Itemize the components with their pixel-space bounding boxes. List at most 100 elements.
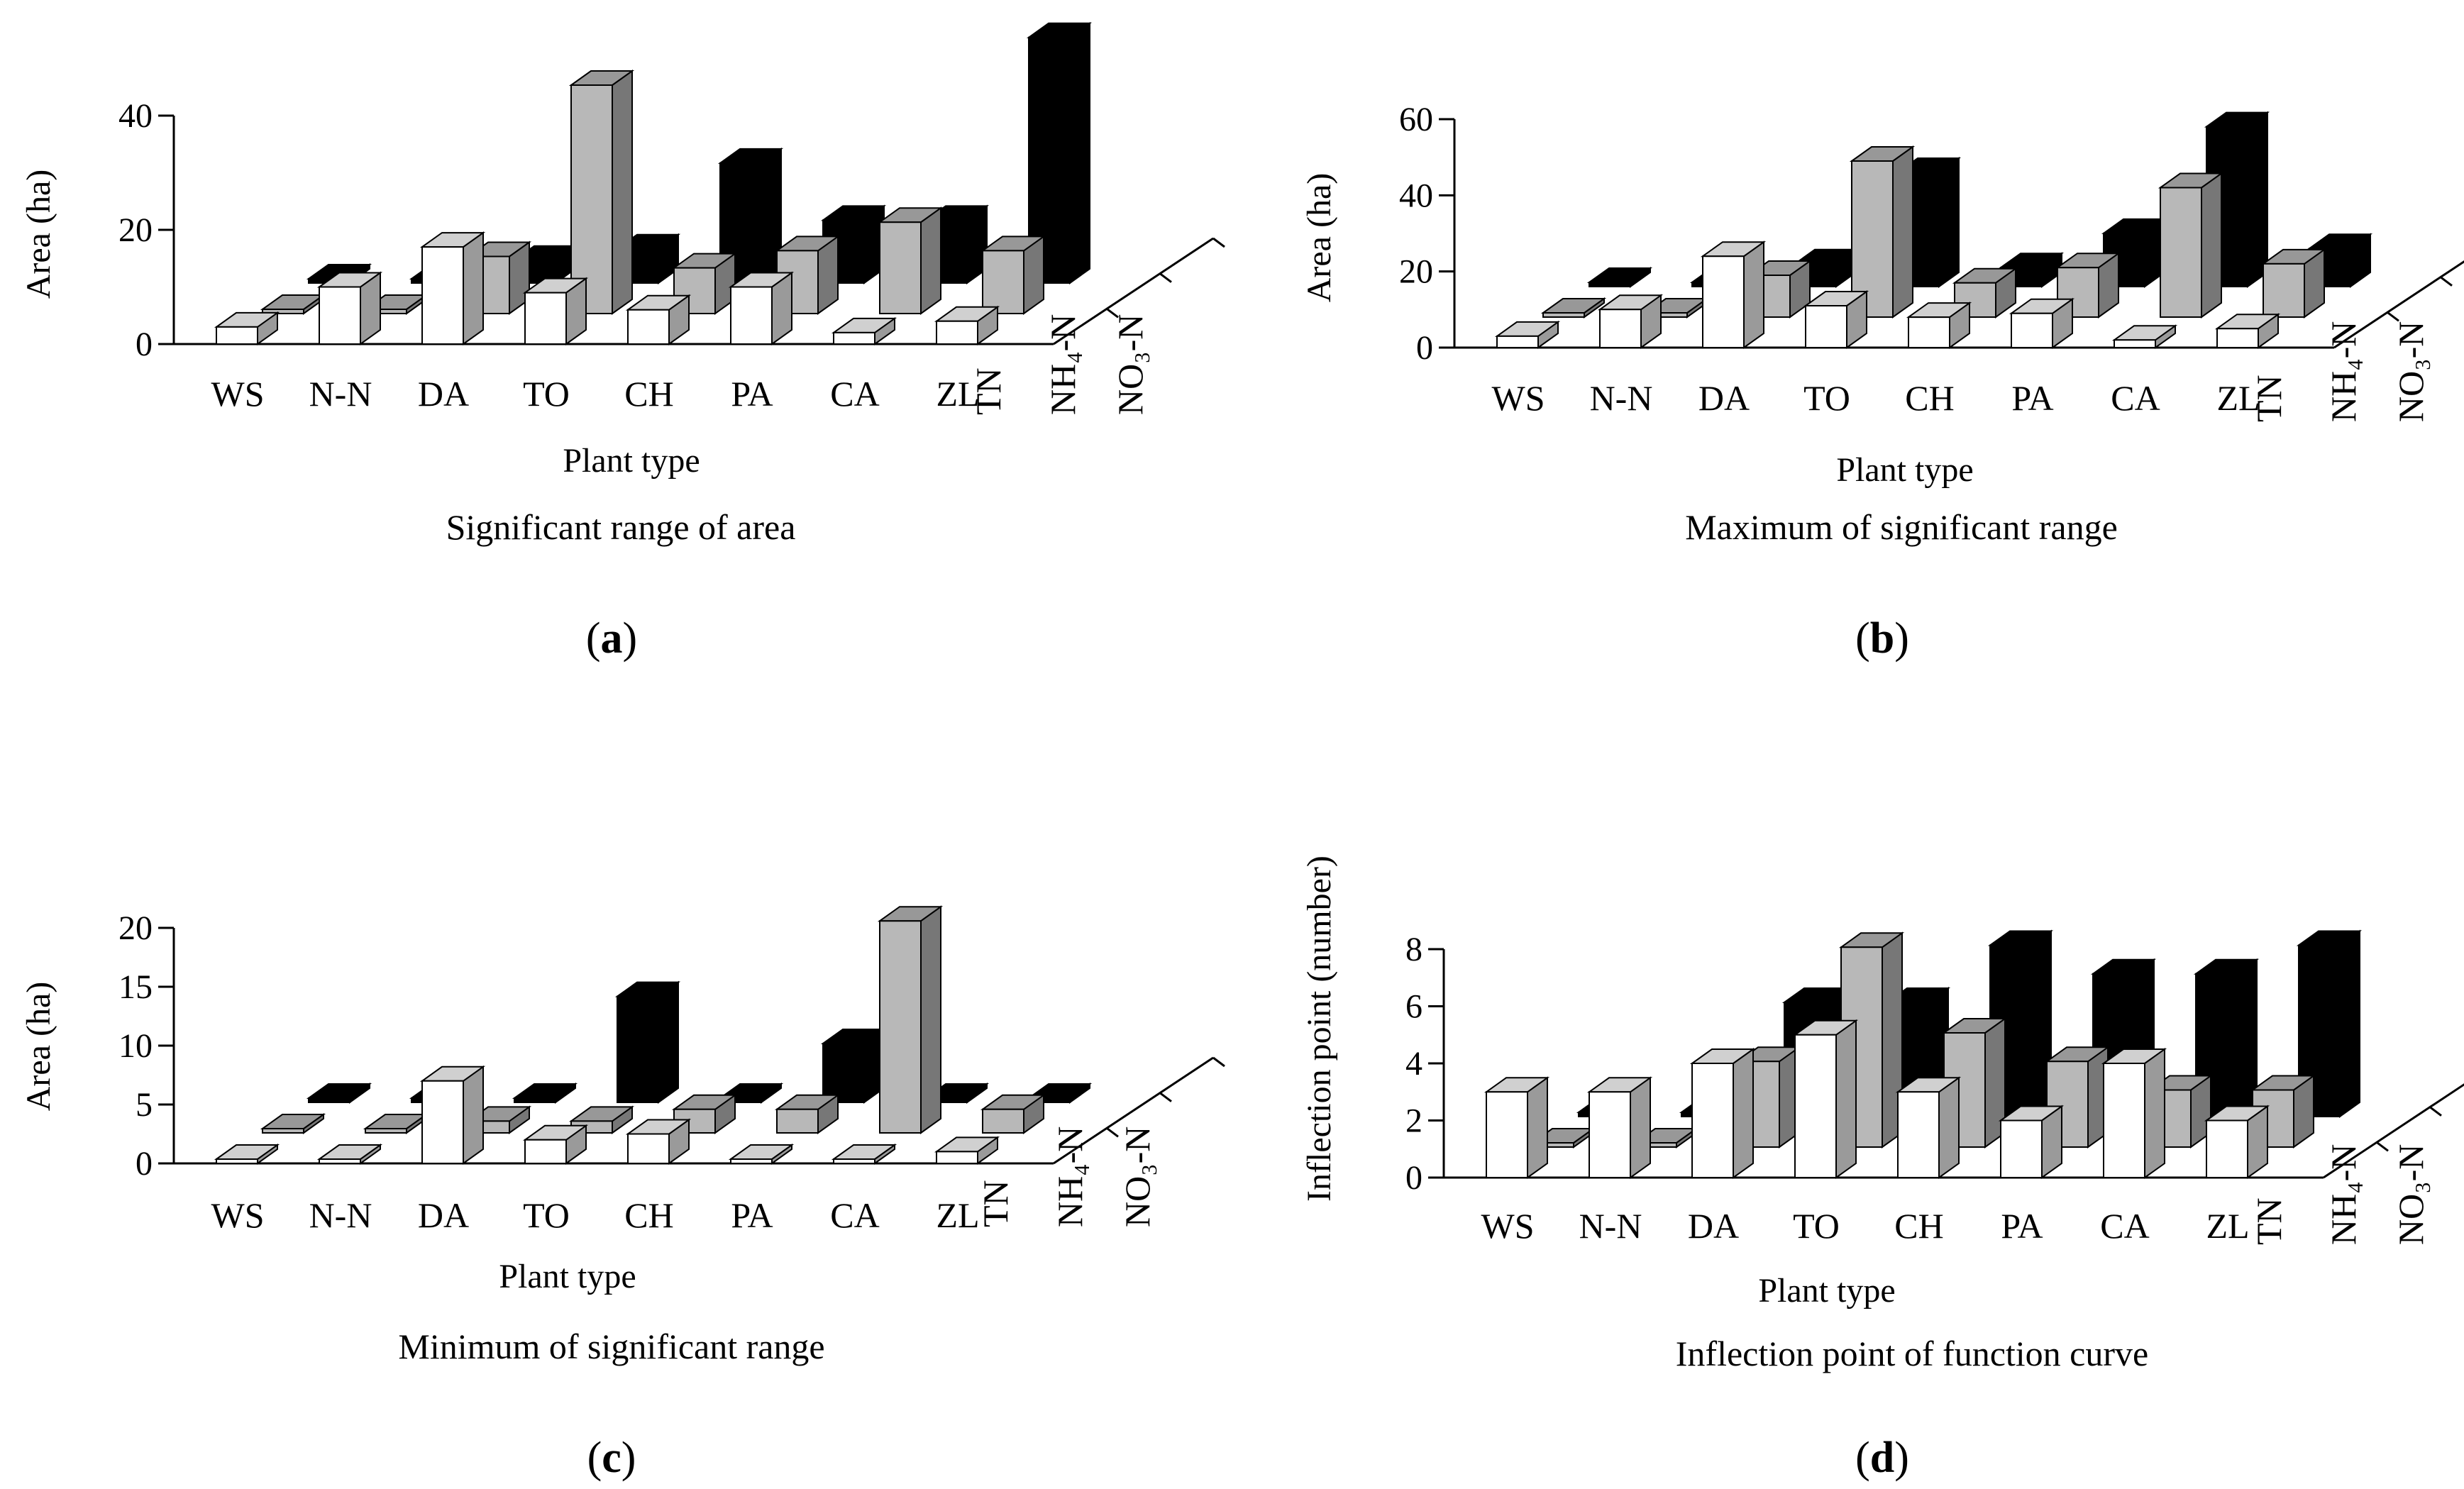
depth-tick [1212,237,1225,248]
bar-tn-to [522,277,589,345]
y-tick-label: 0 [1405,1159,1422,1197]
bar-tn-ws [1484,1076,1550,1179]
y-tick-label: 10 [118,1027,153,1065]
x-axis-title: Plant type [499,1258,636,1295]
bar-tn-zl [934,1136,1000,1165]
bar-tn-to [1803,290,1869,349]
bar-tn-ws [1494,320,1561,349]
bar-tn-pa [1998,1105,2065,1179]
depth-tick [2440,276,2453,287]
bar-no3n-ch [1987,929,2054,1118]
x-tick-label: N-N [309,1195,372,1235]
bar-tn-pa [728,271,795,345]
bar-no3n-zl [1026,21,1093,284]
bar-tn-nn [1597,294,1664,349]
depth-label: NO₃-N [1110,314,1150,415]
y-tick-label: 2 [1405,1102,1422,1140]
bar-tn-ca [831,1144,897,1165]
y-tick-label: 60 [1399,101,1433,138]
depth-tick [1159,1092,1172,1102]
x-tick-label: ZL [2216,378,2260,418]
y-axis-title: Area (ha) [20,170,57,299]
bar-nh4n-ca [2158,172,2224,319]
x-tick-label: TO [523,374,570,414]
floor-depth-edge [2323,1083,2464,1179]
y-axis-title: Area (ha) [1300,173,1338,303]
depth-label: NO₃-N [2391,321,2431,422]
panel-letter: (b) [1855,614,1909,663]
x-tick-label: TO [523,1195,570,1235]
bar-tn-pa [728,1144,795,1165]
bar-tn-pa [2009,297,2075,349]
bar-nh4n-to [568,70,635,315]
bar-tn-ca [2101,1048,2167,1179]
bar-nh4n-to [568,1105,635,1134]
x-tick-label: DA [418,374,469,414]
y-tick-label: 0 [136,326,153,363]
bar-nh4n-zl [980,235,1046,315]
bar-tn-ch [625,1118,692,1165]
bar-no3n-ws [306,1083,372,1104]
x-tick-label: CA [830,374,879,414]
x-tick-label: TO [1803,378,1850,418]
x-axis-title: Plant type [1758,1272,1895,1310]
bar-tn-ws [214,311,280,345]
x-tick-label: N-N [1590,378,1653,418]
y-tick-label: 0 [136,1145,153,1183]
floor-depth-edge [2333,260,2464,349]
panel-caption: Inflection point of function curve [1676,1334,2148,1373]
y-tick-label: 20 [1399,253,1433,291]
depth-tick [2376,1141,2389,1152]
bar-nh4n-ws [1540,297,1607,319]
x-tick-label: PA [731,1195,773,1235]
bar-tn-ch [1906,301,1972,349]
x-tick-label: PA [2011,378,2053,418]
depth-tick [1106,1127,1119,1138]
bar-tn-da [419,231,486,345]
depth-label: NH₄-N [1043,314,1083,415]
y-axis-title: Area (ha) [20,982,57,1112]
bar-nh4n-zl [2260,248,2327,319]
bar-tn-ch [1895,1076,1962,1179]
bar-nh4n-to [1849,145,1916,319]
x-tick-label: DA [1698,378,1750,418]
depth-tick [2429,1106,2442,1117]
panel-caption: Minimum of significant range [398,1327,824,1366]
x-tick-label: WS [211,374,265,414]
bar-no3n-pa [820,1028,887,1104]
bar-tn-zl [2204,1105,2270,1179]
x-tick-label: CH [624,1195,673,1235]
panel-caption: Significant range of area [446,507,796,547]
x-tick-label: PA [731,374,773,414]
bar-no3n-to [614,980,681,1104]
x-tick-label: WS [1481,1206,1535,1246]
x-tick-label: ZL [936,1195,979,1235]
x-axis-title: Plant type [1836,451,1973,489]
y-tick-label: 20 [118,909,153,947]
bar-tn-zl [2214,313,2281,349]
bar-tn-nn [316,271,383,345]
panel-caption: Maximum of significant range [1685,507,2118,547]
x-tick-label: TO [1793,1206,1840,1246]
bar-no3n-da [512,1083,578,1104]
x-tick-label: ZL [2206,1206,2249,1246]
x-tick-label: N-N [309,374,372,414]
depth-tick [2387,311,2399,322]
bar-tn-to [1792,1019,1859,1179]
x-tick-label: CH [1894,1206,1943,1246]
depth-label: TN [976,1180,1015,1227]
depth-label: TN [2249,375,2289,422]
y-tick-label: 20 [118,211,153,249]
bar-tn-to [522,1124,589,1165]
depth-label: NO₃-N [2391,1144,2431,1245]
bar-nh4n-zl [2250,1074,2316,1148]
depth-label: NO₃-N [1117,1127,1157,1227]
bar-tn-da [1700,240,1767,349]
depth-label: NH₄-N [2324,1144,2363,1245]
x-tick-label: PA [2001,1206,2043,1246]
floor-depth-edge [1053,1056,1214,1165]
